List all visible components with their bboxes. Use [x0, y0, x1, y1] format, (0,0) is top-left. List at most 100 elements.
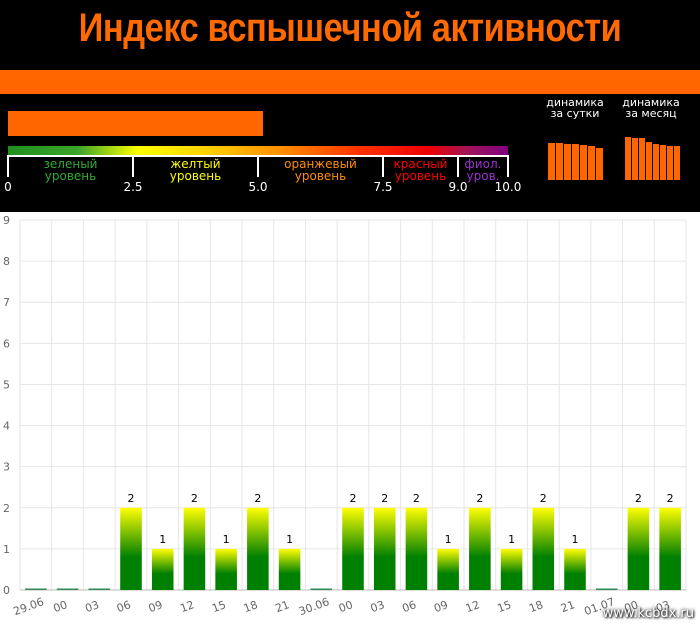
chart-bar — [500, 548, 523, 590]
scale-tick-mark — [257, 155, 259, 177]
mini-dynamics-bar — [588, 146, 595, 180]
day-dynamics-label-line2: за сутки — [550, 107, 600, 120]
mini-dynamics-bar — [653, 144, 659, 180]
mini-dynamics-bar — [625, 137, 631, 180]
scale-tick-mark — [507, 155, 509, 177]
mini-dynamics-bar — [556, 143, 563, 180]
scale-tick-label: 9.0 — [448, 180, 468, 194]
x-tick-label: 06 — [400, 598, 418, 615]
scale-tick-mark — [382, 155, 384, 177]
month-dynamics-label: динамика за месяц — [616, 97, 686, 119]
scale-level-label-line1: оранжевый — [284, 157, 357, 171]
chart-bar — [120, 507, 142, 590]
mini-dynamics-bar — [639, 138, 645, 180]
chart-bar — [215, 548, 237, 590]
scale-level-label: желтый уровень — [133, 158, 258, 182]
chart-bar — [469, 507, 491, 590]
y-tick-label: 7 — [3, 296, 10, 309]
mini-dynamics-bar — [596, 148, 603, 180]
y-tick-label: 2 — [3, 502, 10, 515]
y-tick-label: 0 — [3, 584, 10, 597]
y-tick-label: 8 — [3, 255, 10, 268]
x-tick-label: 03 — [83, 598, 101, 615]
mini-dynamics-bar — [548, 143, 555, 180]
day-dynamics-label-line1: динамика — [546, 96, 604, 109]
scale-tick-mark — [7, 155, 9, 177]
x-tick-label: 21 — [559, 598, 577, 615]
x-tick-label: 09 — [432, 598, 450, 615]
mini-dynamics-bar — [660, 145, 666, 180]
x-tick-label: 00 — [52, 598, 70, 615]
chart-bar — [564, 548, 586, 590]
scale-level-label: зеленый уровень — [8, 158, 133, 182]
chart-bar — [405, 507, 428, 590]
mini-dynamics-bar — [580, 145, 587, 180]
chart-bar — [247, 507, 269, 590]
scale-tick-label: 5.0 — [248, 180, 268, 194]
bar-value-label: 1 — [159, 533, 166, 546]
x-tick-label: 29.06 — [12, 595, 46, 618]
mini-dynamics-bar — [674, 146, 680, 180]
scale-gradient — [8, 146, 508, 155]
y-tick-label: 1 — [3, 543, 10, 556]
bar-value-label: 2 — [128, 492, 135, 505]
chart-bar — [183, 507, 206, 590]
scale-level-label-line2: уровень — [294, 169, 347, 183]
chart-bar — [373, 507, 396, 590]
bar-value-label: 1 — [286, 533, 293, 546]
bar-value-label: 2 — [667, 492, 674, 505]
x-tick-label: 18 — [242, 598, 260, 615]
bar-value-label: 2 — [413, 492, 420, 505]
scale-level-label-line1: фиол. — [464, 157, 502, 171]
x-tick-label: 09 — [147, 598, 165, 615]
bar-value-label: 2 — [381, 492, 388, 505]
bar-value-label: 1 — [508, 533, 515, 546]
bar-value-label: 2 — [540, 492, 547, 505]
scale-level-label-line1: желтый — [170, 157, 221, 171]
scale-level-label-line1: красный — [393, 157, 448, 171]
mini-dynamics-bar — [646, 142, 652, 180]
x-tick-label: 03 — [654, 598, 672, 615]
bar-value-label: 2 — [476, 492, 483, 505]
scale-tick-mark — [457, 155, 459, 177]
x-tick-label: 00 — [622, 598, 640, 615]
bar-value-label: 1 — [572, 533, 579, 546]
bar-value-label: 2 — [350, 492, 357, 505]
scale-level-label: красный уровень — [383, 158, 458, 182]
scale-level-label-line2: уров. — [466, 169, 500, 183]
scale-level-label: оранжевый уровень — [258, 158, 383, 182]
month-dynamics-label-line2: за месяц — [625, 107, 677, 120]
chart-bar — [437, 548, 459, 590]
x-tick-label: 18 — [527, 598, 545, 615]
month-dynamics-label-line1: динамика — [622, 96, 680, 109]
scale-level-label: фиол. уров. — [458, 158, 508, 182]
y-tick-label: 6 — [3, 337, 10, 350]
x-tick-label: 12 — [464, 598, 482, 615]
chart-bar-zero — [595, 588, 618, 590]
bar-value-label: 1 — [223, 533, 230, 546]
watermark: www.kcbdx.ru — [602, 606, 694, 621]
chart-bar — [659, 507, 681, 590]
scale-tick-label: 10.0 — [494, 180, 522, 194]
x-tick-label: 15 — [210, 598, 228, 615]
y-tick-label: 4 — [3, 420, 10, 433]
x-tick-label: 30.06 — [297, 595, 331, 618]
header-stripe — [0, 70, 700, 94]
scale-tick-label: 0 — [4, 180, 12, 194]
y-tick-label: 5 — [3, 378, 10, 391]
scale-level-label-line2: уровень — [394, 169, 447, 183]
index-level-bar — [8, 111, 263, 136]
x-tick-label: 00 — [337, 598, 355, 615]
y-tick-label: 9 — [3, 214, 10, 227]
chart-bar-zero — [25, 588, 47, 590]
scale-tick-mark — [132, 155, 134, 177]
chart-bar-zero — [88, 588, 111, 590]
chart-bar — [627, 507, 650, 590]
mini-dynamics-bar — [667, 146, 673, 180]
chart-bar — [278, 548, 301, 590]
x-tick-label: 12 — [178, 598, 196, 615]
scale-tick-label: 7.5 — [373, 180, 393, 194]
scale-tick-label: 2.5 — [123, 180, 143, 194]
x-tick-label: 03 — [369, 598, 387, 615]
day-dynamics-label: динамика за сутки — [540, 97, 610, 119]
